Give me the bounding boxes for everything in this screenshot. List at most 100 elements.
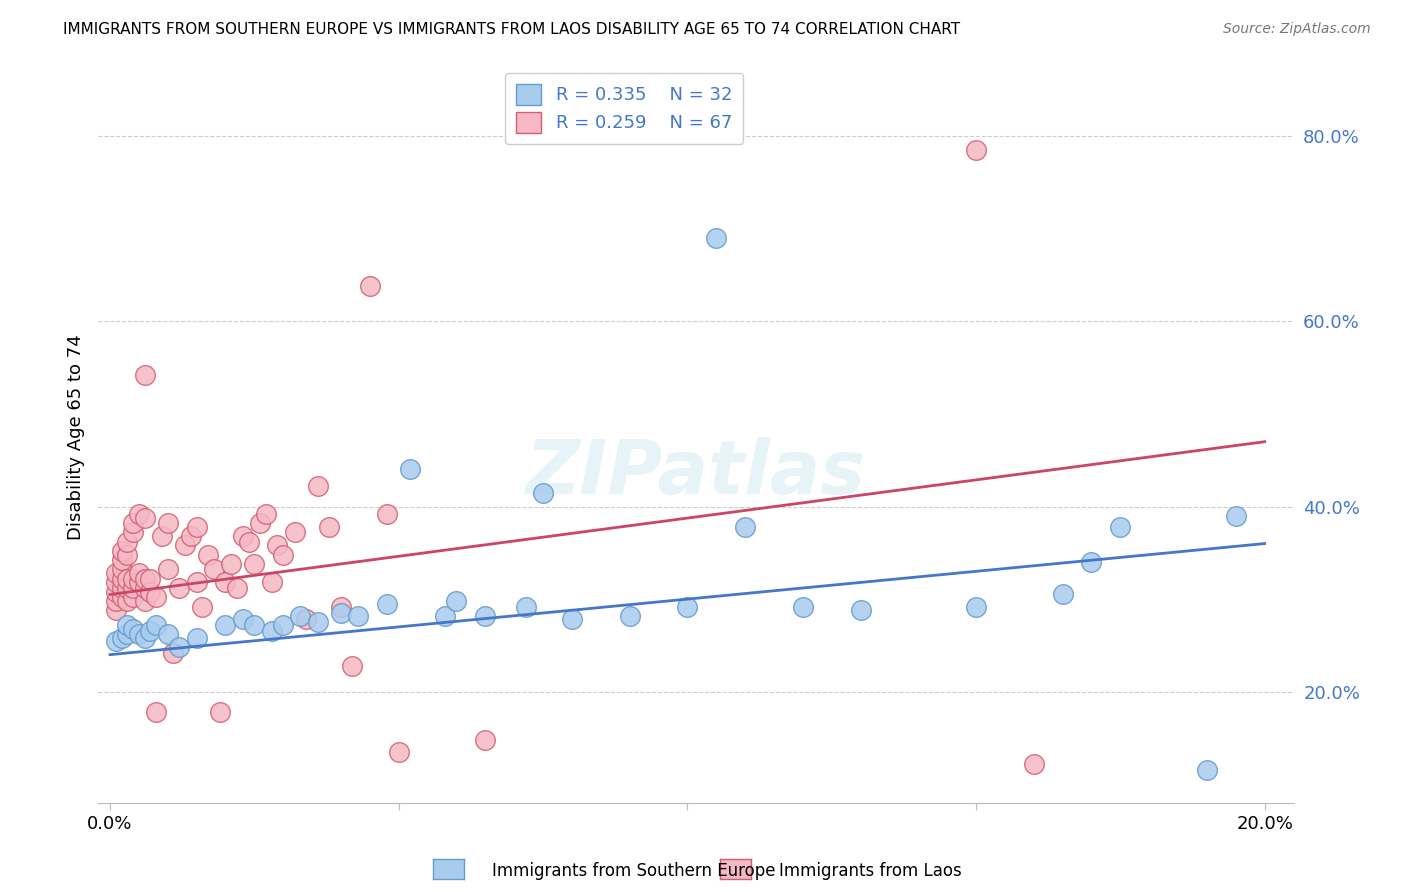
Point	[122, 581, 145, 595]
Point	[104, 594, 127, 608]
Point	[180, 529, 202, 543]
Point	[266, 538, 288, 552]
Point	[104, 584, 127, 599]
Point	[219, 557, 242, 571]
Text: ZIPatlas: ZIPatlas	[526, 437, 866, 510]
Legend: R = 0.335    N = 32, R = 0.259    N = 67: R = 0.335 N = 32, R = 0.259 N = 67	[505, 73, 744, 144]
Point	[186, 631, 208, 645]
Point	[110, 572, 132, 586]
Point	[104, 603, 127, 617]
Point	[145, 591, 167, 605]
Point	[388, 745, 411, 759]
Point	[704, 231, 727, 245]
Point	[676, 599, 699, 614]
Point	[162, 646, 184, 660]
Point	[238, 534, 260, 549]
Point	[145, 618, 167, 632]
Point	[117, 548, 139, 562]
Point	[329, 606, 352, 620]
Point	[399, 462, 422, 476]
Point	[150, 529, 173, 543]
Text: IMMIGRANTS FROM SOUTHERN EUROPE VS IMMIGRANTS FROM LAOS DISABILITY AGE 65 TO 74 : IMMIGRANTS FROM SOUTHERN EUROPE VS IMMIG…	[63, 22, 960, 37]
Point	[134, 631, 156, 645]
Point	[186, 520, 208, 534]
Point	[254, 507, 277, 521]
Point	[134, 594, 156, 608]
Point	[1052, 587, 1074, 601]
Point	[965, 599, 987, 614]
Point	[156, 562, 179, 576]
Point	[110, 631, 132, 645]
Point	[122, 572, 145, 586]
Point	[104, 633, 127, 648]
Point	[214, 575, 236, 590]
Point	[1195, 764, 1218, 778]
Point	[433, 608, 456, 623]
Point	[128, 575, 150, 590]
Point	[117, 594, 139, 608]
Point	[110, 562, 132, 576]
Point	[186, 575, 208, 590]
Point	[474, 608, 496, 623]
Point	[619, 608, 641, 623]
Point	[792, 599, 814, 614]
Point	[197, 548, 219, 562]
Point	[347, 608, 370, 623]
Point	[117, 618, 139, 632]
Point	[271, 548, 294, 562]
Point	[139, 584, 162, 599]
Point	[128, 627, 150, 641]
Point	[145, 705, 167, 719]
Text: Source: ZipAtlas.com: Source: ZipAtlas.com	[1223, 22, 1371, 37]
Point	[174, 538, 197, 552]
Point	[375, 507, 398, 521]
Point	[734, 520, 756, 534]
Point	[249, 516, 271, 531]
Point	[290, 608, 312, 623]
Point	[307, 615, 329, 630]
Point	[232, 612, 254, 626]
Point	[243, 557, 266, 571]
Point	[134, 572, 156, 586]
Point	[122, 516, 145, 531]
Point	[446, 594, 468, 608]
Point	[515, 599, 537, 614]
Point	[167, 640, 190, 655]
Point	[342, 658, 364, 673]
Point	[117, 572, 139, 586]
Point	[531, 485, 554, 500]
Point	[284, 525, 307, 540]
Point	[1022, 756, 1045, 771]
Point	[295, 612, 318, 626]
Point	[110, 591, 132, 605]
Point	[965, 143, 987, 157]
Point	[191, 599, 214, 614]
Point	[202, 562, 225, 576]
Point	[134, 510, 156, 524]
Point	[561, 612, 583, 626]
Point	[232, 529, 254, 543]
Point	[156, 516, 179, 531]
Point	[134, 581, 156, 595]
Point	[318, 520, 340, 534]
Point	[849, 603, 872, 617]
Point	[260, 624, 283, 638]
Point	[128, 566, 150, 581]
Point	[1109, 520, 1132, 534]
Point	[139, 624, 162, 638]
Point	[110, 553, 132, 567]
Point	[122, 622, 145, 636]
Text: Immigrants from Southern Europe: Immigrants from Southern Europe	[492, 862, 776, 880]
Point	[271, 618, 294, 632]
Point	[226, 581, 249, 595]
Point	[156, 627, 179, 641]
Point	[134, 368, 156, 382]
Point	[110, 581, 132, 595]
Point	[1080, 555, 1102, 569]
Point	[1225, 508, 1247, 523]
Point	[243, 618, 266, 632]
Point	[117, 534, 139, 549]
Point	[359, 279, 381, 293]
Point	[167, 581, 190, 595]
Text: Immigrants from Laos: Immigrants from Laos	[779, 862, 962, 880]
